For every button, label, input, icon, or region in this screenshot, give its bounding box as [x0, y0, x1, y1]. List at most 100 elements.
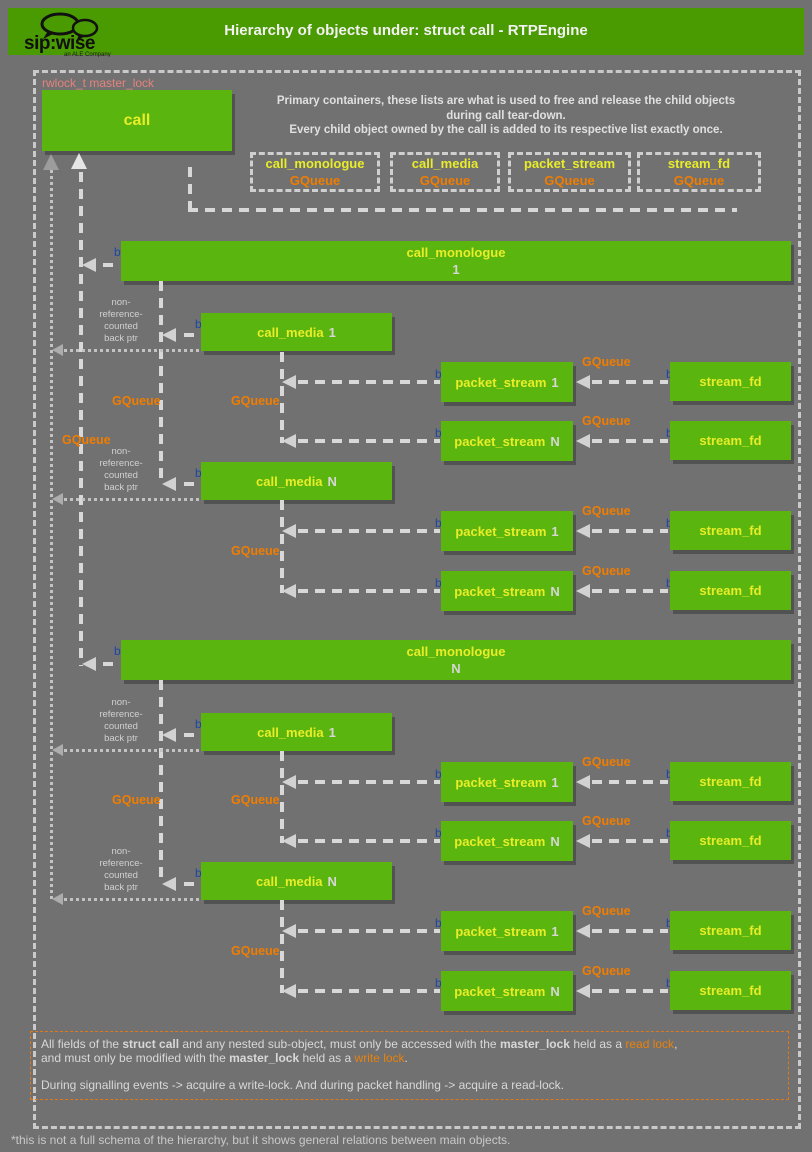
median-packet-gqueue-line [280, 900, 284, 993]
arrow-left-icon [162, 728, 176, 742]
note-text-bold: master_lock [499, 1037, 570, 1051]
gqueue-label: GQueue [231, 544, 280, 558]
box-label: packet_stream [454, 583, 546, 599]
locking-note: All fields of the struct call and any ne… [30, 1031, 789, 1100]
monologue1-media-gqueue-line [159, 281, 163, 483]
box-num: N [550, 983, 560, 999]
packet-stream-box: packet_stream 1 [441, 762, 573, 802]
box-num: N [550, 833, 560, 849]
diagram-frame [33, 70, 801, 1129]
non-ref-branch-line [64, 898, 201, 901]
non-ref-branch-line [64, 498, 201, 501]
call-media-n-box: call_media N [201, 862, 392, 900]
gqueue-label: GQueue [582, 564, 631, 578]
box-label: stream_fd [699, 583, 762, 598]
intro-text: Primary containers, these lists are what… [276, 95, 736, 136]
arrow-left-icon [82, 657, 96, 671]
box-num: 1 [551, 523, 559, 539]
non-ref-label: non- reference- counted back ptr [99, 297, 143, 344]
gqueue-label: GQueue [582, 814, 631, 828]
note-text-orange: write lock [354, 1050, 405, 1065]
container-bracket-line [188, 167, 192, 209]
header-bar: sip:wise an ALE Company Hierarchy of obj… [8, 8, 804, 58]
gqueue-label: GQueue [582, 355, 631, 369]
call-box-label: call [123, 111, 151, 129]
note-text: , [674, 1037, 678, 1051]
container-stream-fd: stream_fd GQueue [637, 152, 761, 192]
container-type: GQueue [544, 173, 595, 188]
note-text: held as a [299, 1050, 355, 1065]
stream-fd-box: stream_fd [670, 362, 791, 401]
monologuen-media-gqueue-line [159, 680, 163, 884]
stream-fd-box: stream_fd [670, 421, 791, 460]
box-num: 1 [328, 324, 336, 340]
container-name: packet_stream [523, 156, 616, 171]
non-ref-branch-line [64, 749, 201, 752]
box-label: call_media [256, 473, 323, 489]
box-label: stream_fd [699, 833, 762, 848]
box-label: packet_stream [455, 923, 547, 939]
packet-back-ptr-line [298, 929, 440, 933]
gqueue-label: GQueue [112, 394, 161, 408]
box-label: packet_stream [455, 523, 547, 539]
non-ref-label: non- reference- counted back ptr [99, 446, 143, 493]
arrow-left-icon [576, 524, 590, 538]
note-text: All fields of the [41, 1037, 123, 1051]
box-num: N [550, 583, 560, 599]
arrow-left-icon [282, 524, 296, 538]
arrow-left-icon [162, 328, 176, 342]
gqueue-label: GQueue [231, 394, 280, 408]
stream-fd-box: stream_fd [670, 971, 791, 1010]
box-label: stream_fd [699, 374, 762, 389]
arrow-left-icon [282, 375, 296, 389]
box-label: packet_stream [454, 833, 546, 849]
stream-fd-gqueue-line [592, 529, 668, 533]
logo-icon: sip:wise an ALE Company [24, 12, 111, 58]
stream-fd-gqueue-line [592, 589, 668, 593]
arrow-left-icon [576, 924, 590, 938]
packet-back-ptr-line [298, 589, 440, 593]
packet-back-ptr-line [298, 780, 440, 784]
box-num: 1 [452, 262, 460, 277]
container-name: call_monologue [265, 156, 365, 171]
call-monologue-1-box: call_monologue 1 [121, 241, 791, 281]
median-packet-gqueue-line [280, 500, 284, 593]
box-label: call_media [256, 873, 323, 889]
page-title: Hierarchy of objects under: struct call … [224, 22, 588, 39]
packet-stream-box: packet_stream 1 [441, 362, 573, 402]
packet-stream-box: packet_stream N [441, 971, 573, 1011]
gqueue-label: GQueue [582, 504, 631, 518]
stream-fd-gqueue-line [592, 439, 668, 443]
box-label: stream_fd [699, 923, 762, 938]
arrow-left-icon [82, 258, 96, 272]
box-label: stream_fd [699, 433, 762, 448]
stream-fd-box: stream_fd [670, 821, 791, 860]
box-num: N [550, 433, 560, 449]
non-ref-branch-line [64, 349, 201, 352]
logo-brand: sip:wise [24, 33, 95, 54]
container-call-media: call_media GQueue [390, 152, 500, 192]
arrow-left-icon [576, 775, 590, 789]
footnote: *this is not a full schema of the hierar… [11, 1133, 511, 1147]
note-text: . [404, 1050, 408, 1065]
arrow-left-icon [52, 344, 63, 356]
note-line-3: During signalling events -> acquire a wr… [41, 1078, 564, 1092]
arrow-up-icon [43, 154, 59, 170]
stream-fd-box: stream_fd [670, 911, 791, 950]
arrow-left-icon [52, 744, 63, 756]
note-text: and any nested sub-object, must only be … [179, 1037, 500, 1051]
stream-fd-gqueue-line [592, 929, 668, 933]
gqueue-label: GQueue [112, 793, 161, 807]
note-text-bold: master_lock [229, 1050, 300, 1065]
box-num: N [327, 873, 337, 889]
container-name: stream_fd [667, 156, 731, 171]
box-num: 1 [551, 774, 559, 790]
container-call-monologue: call_monologue GQueue [250, 152, 380, 192]
packet-back-ptr-line [298, 839, 440, 843]
back-ptr-dash [184, 482, 196, 486]
media1-packet-gqueue-line [280, 751, 284, 843]
box-label: packet_stream [454, 433, 546, 449]
call-box: call [42, 90, 232, 151]
packet-back-ptr-line [298, 439, 440, 443]
note-text: and must only be modified with the [41, 1050, 230, 1065]
